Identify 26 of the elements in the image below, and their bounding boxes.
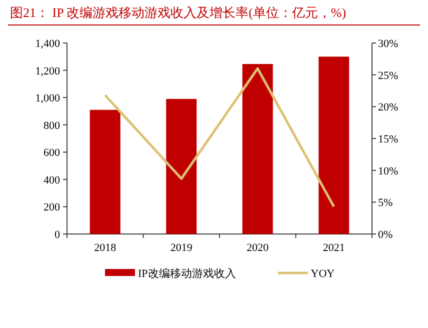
y2-tick-label: 10%	[378, 165, 398, 178]
y-tick-label: 1,200	[35, 65, 60, 78]
legend-label: IP改编移动游戏收入	[138, 267, 236, 280]
bar	[242, 64, 273, 234]
y2-tick-label: 5%	[378, 197, 393, 210]
y2-tick-label: 20%	[378, 102, 398, 114]
x-tick-label: 2020	[246, 242, 270, 254]
x-tick-label: 2021	[322, 242, 345, 254]
y2-tick-label: 15%	[378, 134, 398, 146]
y2-tick-label: 0%	[378, 229, 393, 241]
bar	[166, 98, 197, 234]
x-tick-label: 2019	[170, 242, 193, 254]
y-tick-label: 0	[54, 229, 60, 241]
y-tick-label: 1,000	[35, 92, 60, 105]
y-tick-label: 200	[44, 202, 60, 214]
y-tick-label: 1,400	[35, 38, 60, 50]
title: 图21： IP 改编游戏移动游戏收入及增长率(单位：亿元，%)	[10, 5, 346, 20]
y-tick-label: 400	[44, 174, 60, 186]
y-tick-label: 600	[44, 147, 60, 160]
bar	[318, 56, 350, 234]
y2-tick-label: 30%	[378, 38, 398, 50]
legend-label: YOY	[310, 268, 335, 280]
x-tick-label: 2018	[94, 242, 117, 254]
y2-tick-label: 25%	[378, 70, 398, 82]
y-tick-label: 800	[44, 120, 60, 132]
bar	[90, 110, 120, 234]
